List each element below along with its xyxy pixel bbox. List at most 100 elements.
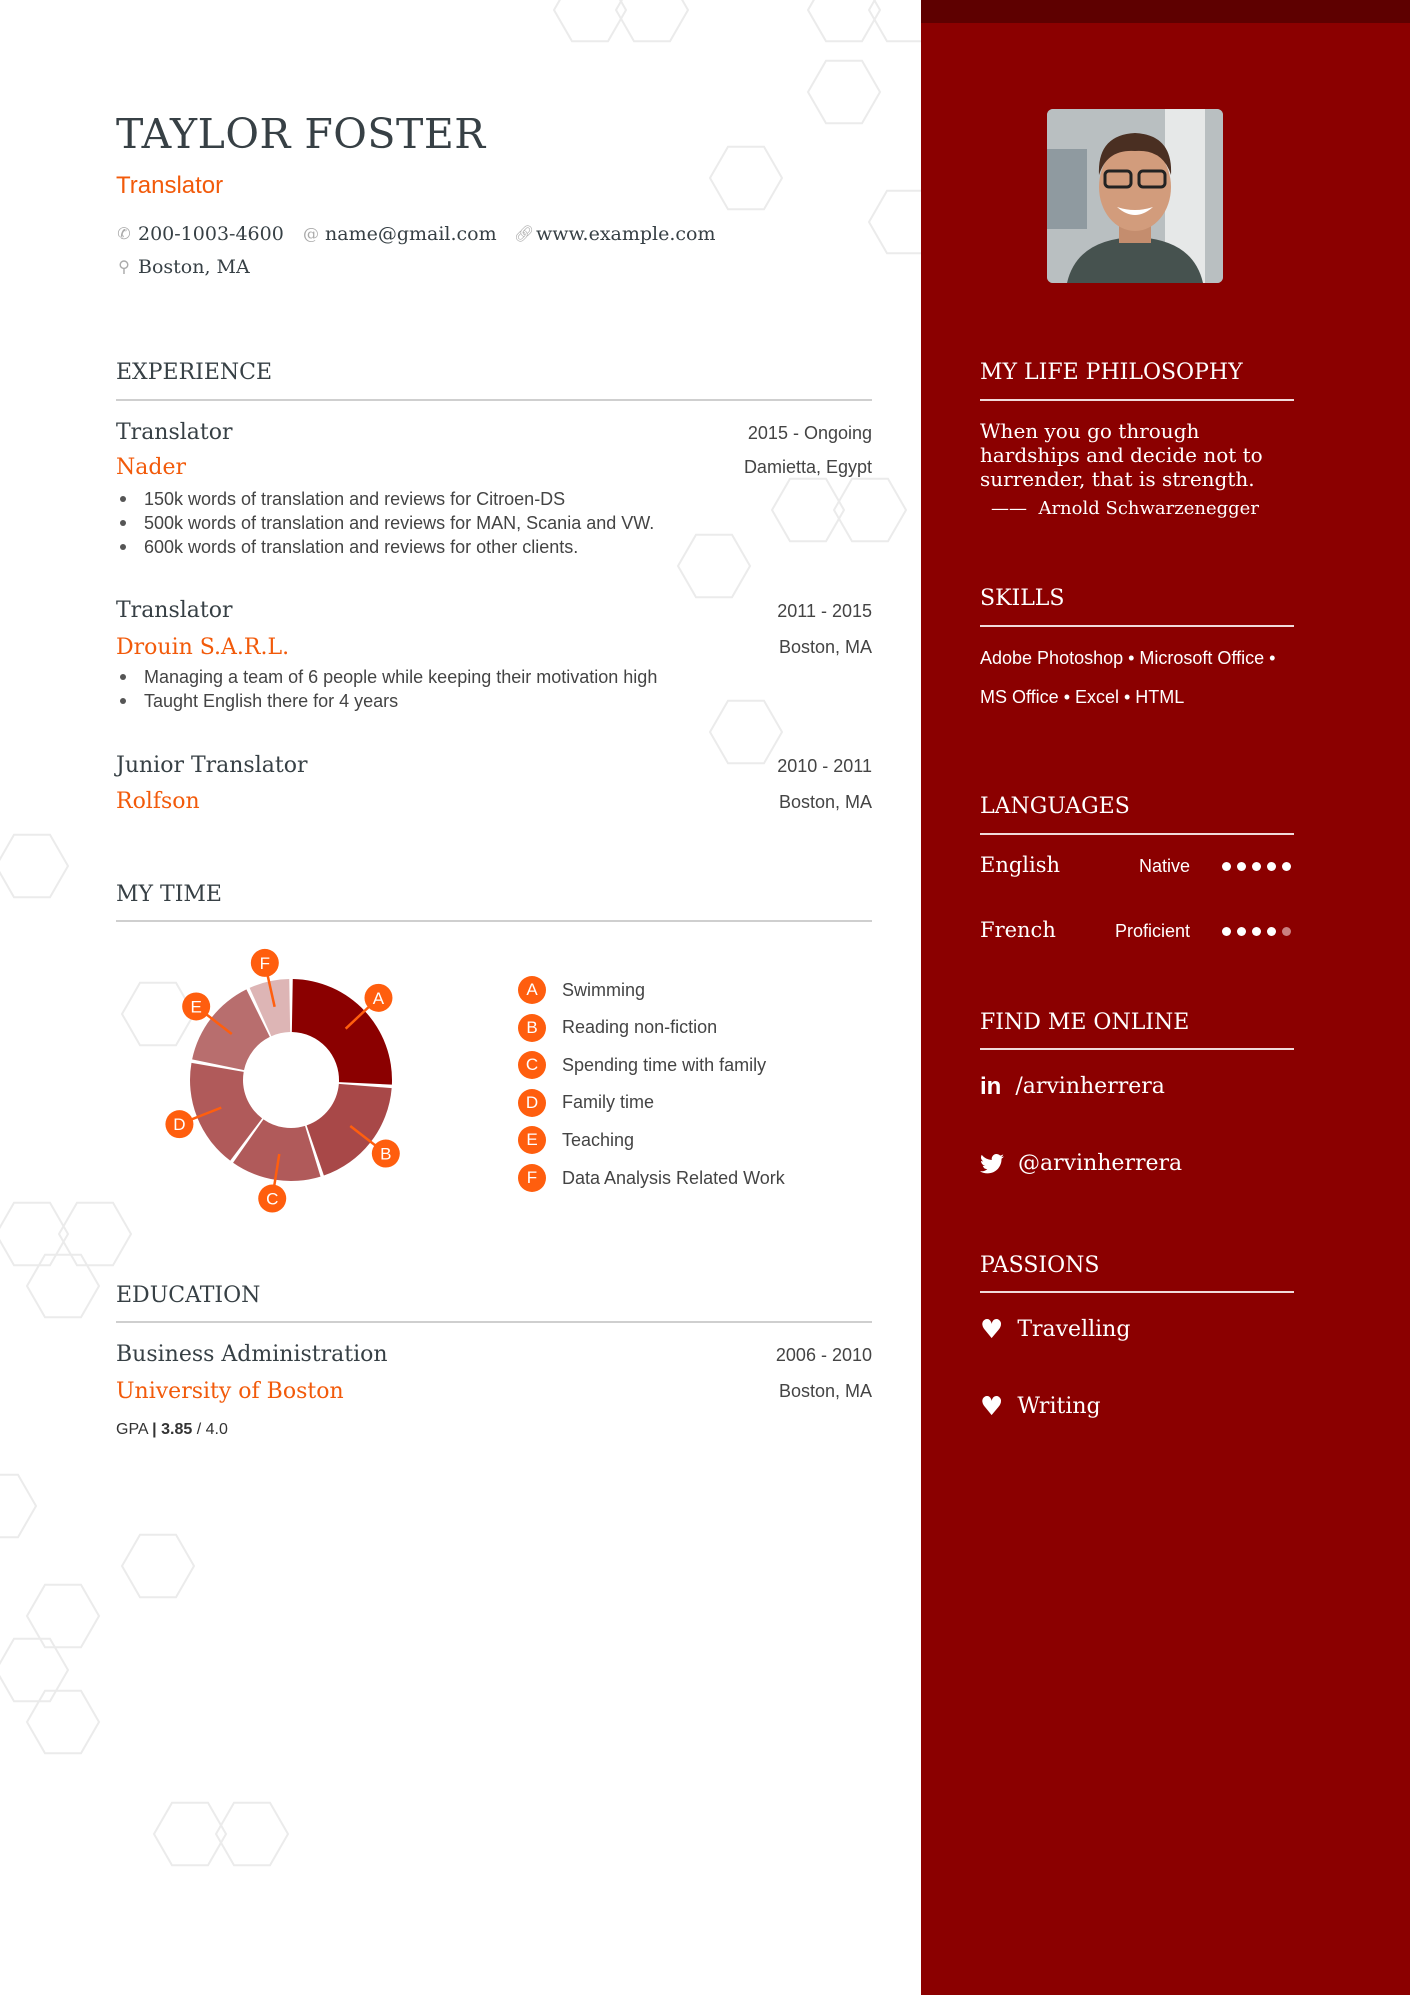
rating-dot bbox=[1222, 927, 1231, 936]
section-title-skills: SKILLS bbox=[980, 586, 1065, 611]
donut-slice-B bbox=[306, 1083, 392, 1176]
gpa-label: GPA bbox=[116, 1421, 148, 1438]
slice-label: B bbox=[380, 1145, 391, 1164]
hexagon-background bbox=[0, 0, 921, 1867]
job-title: Translator bbox=[116, 598, 233, 623]
legend-label: Family time bbox=[562, 1092, 655, 1113]
job-bullet: 600k words of translation and reviews fo… bbox=[119, 537, 579, 557]
language-level: Native bbox=[1138, 856, 1190, 876]
job-bullet: 150k words of translation and reviews fo… bbox=[119, 489, 566, 509]
phone-icon: ✆ bbox=[117, 224, 131, 243]
job-location: Boston, MA bbox=[778, 792, 872, 812]
language-level: Proficient bbox=[1114, 921, 1190, 941]
hexagon bbox=[25, 1583, 101, 1649]
legend-badge: C bbox=[518, 1051, 546, 1080]
job-dates: 2015 - Ongoing bbox=[747, 423, 872, 443]
hexagon bbox=[676, 533, 752, 599]
hexagon bbox=[0, 833, 70, 899]
job-bullet: 500k words of translation and reviews fo… bbox=[119, 513, 655, 533]
job-dates: 2011 - 2015 bbox=[777, 601, 872, 621]
website[interactable]: 🔗︎ www.example.com bbox=[514, 222, 716, 246]
rating-dot bbox=[1267, 862, 1276, 871]
slice-label: A bbox=[373, 989, 385, 1008]
twitter-icon bbox=[980, 1154, 1004, 1174]
donut-slice-D bbox=[190, 1062, 263, 1161]
school: University of Boston bbox=[116, 1379, 344, 1404]
legend-badge: D bbox=[518, 1088, 546, 1117]
divider bbox=[116, 399, 872, 401]
hexagon bbox=[0, 1637, 70, 1703]
divider bbox=[980, 1048, 1294, 1050]
hexagon bbox=[214, 1801, 290, 1867]
hexagon bbox=[770, 477, 846, 543]
job-title: Junior Translator bbox=[116, 753, 308, 778]
dash: —— bbox=[991, 498, 1039, 519]
legend-item: A Swimming bbox=[518, 976, 645, 1004]
quote-author: —— Arnold Schwarzenegger bbox=[991, 498, 1259, 520]
rating-dot bbox=[1222, 862, 1231, 871]
sidebar bbox=[921, 0, 1410, 1995]
hexagon bbox=[708, 145, 784, 211]
hexagon bbox=[614, 0, 690, 43]
job-bullet: Taught English there for 4 years bbox=[119, 691, 399, 711]
legend-label: Data Analysis Related Work bbox=[562, 1167, 785, 1188]
location: ⚲ Boston, MA bbox=[116, 255, 250, 279]
hexagon bbox=[25, 1253, 101, 1319]
location-pin-icon: ⚲ bbox=[118, 257, 130, 276]
donut-chart: A B C D E F bbox=[165, 948, 400, 1213]
rating-dot bbox=[1252, 927, 1261, 936]
section-title-philosophy: MY LIFE PHILOSOPHY bbox=[980, 360, 1243, 385]
gpa-value: 3.85 bbox=[161, 1421, 193, 1438]
sidebar-top-strip bbox=[921, 0, 1410, 23]
job-dates: 2010 - 2011 bbox=[777, 756, 872, 776]
job-company: Rolfson bbox=[116, 789, 200, 814]
divider bbox=[980, 399, 1294, 401]
hexagon bbox=[806, 0, 882, 43]
slice-label: D bbox=[173, 1115, 185, 1134]
hexagon bbox=[25, 1689, 101, 1755]
divider bbox=[980, 833, 1294, 835]
job-company: Drouin S.A.R.L. bbox=[116, 635, 290, 660]
passion-item: ♥ Writing bbox=[980, 1393, 1101, 1421]
education-dates: 2006 - 2010 bbox=[775, 1345, 872, 1365]
author-name: Arnold Schwarzenegger bbox=[1038, 498, 1259, 519]
phone-text: 200-1003-4600 bbox=[138, 223, 284, 245]
language-name: English bbox=[980, 853, 1061, 877]
divider bbox=[980, 625, 1294, 627]
section-title-education: EDUCATION bbox=[116, 1283, 261, 1308]
rating-dot bbox=[1237, 862, 1246, 871]
legend-label: Spending time with family bbox=[562, 1054, 767, 1075]
heart-icon: ♥ bbox=[980, 1315, 1004, 1345]
divider bbox=[116, 920, 872, 922]
legend-badge: B bbox=[518, 1013, 546, 1042]
twitter-link[interactable]: @arvinherrera bbox=[980, 1150, 1182, 1178]
heart-icon: ♥ bbox=[980, 1392, 1004, 1422]
phone: ✆ 200-1003-4600 bbox=[116, 222, 284, 246]
language-rating bbox=[1222, 862, 1291, 871]
donut-slice-F bbox=[249, 979, 291, 1037]
email[interactable]: @ name@gmail.com bbox=[303, 222, 497, 246]
passion-label: Travelling bbox=[1017, 1317, 1131, 1342]
linkedin-link[interactable]: in/arvinherrera bbox=[980, 1073, 1165, 1101]
donut-slice-E bbox=[192, 989, 270, 1071]
rating-dot bbox=[1237, 927, 1246, 936]
slice-badge bbox=[165, 1110, 194, 1139]
rating-dot bbox=[1282, 927, 1291, 936]
section-title-languages: LANGUAGES bbox=[980, 794, 1130, 819]
link-icon: 🔗︎ bbox=[514, 224, 535, 243]
slice-label: E bbox=[191, 997, 202, 1016]
legend-badge: A bbox=[518, 976, 546, 1004]
divider bbox=[116, 1321, 872, 1323]
hexagon bbox=[832, 477, 908, 543]
candidate-role: Translator bbox=[116, 172, 224, 199]
education-location: Boston, MA bbox=[778, 1381, 872, 1401]
passion-label: Writing bbox=[1017, 1394, 1101, 1419]
slice-badge bbox=[371, 1139, 400, 1168]
divider bbox=[980, 1291, 1294, 1293]
legend-item: C Spending time with family bbox=[518, 1051, 767, 1080]
legend-badge: F bbox=[518, 1164, 546, 1192]
slice-badge bbox=[250, 948, 279, 977]
legend-badge: E bbox=[518, 1126, 546, 1155]
hexagon bbox=[0, 1473, 38, 1539]
section-title-passions: PASSIONS bbox=[980, 1253, 1100, 1278]
